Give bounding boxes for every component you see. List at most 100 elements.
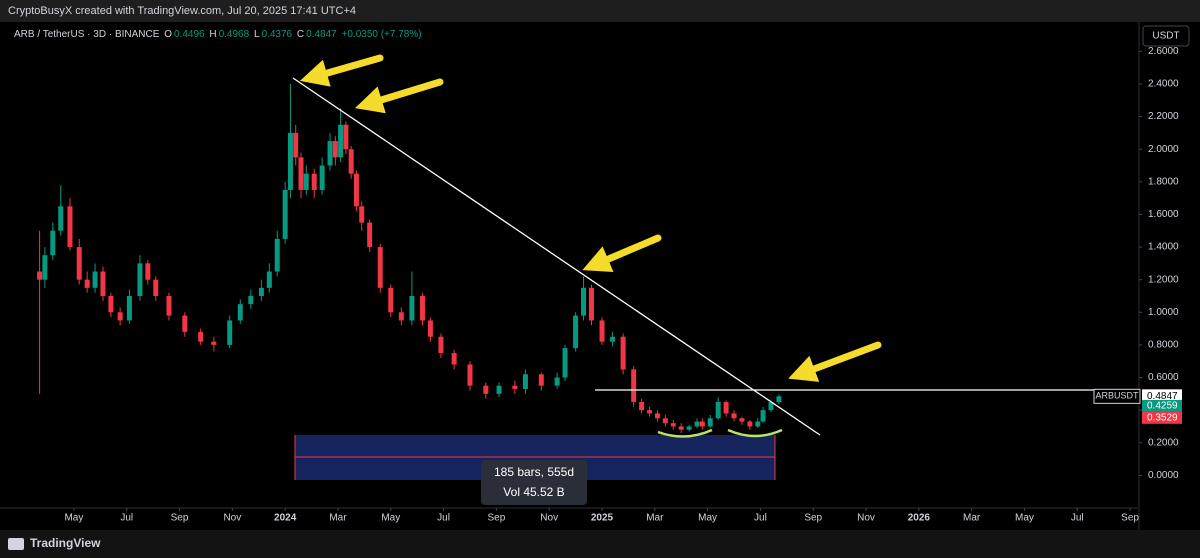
candle-body [198,331,204,342]
x-tick-label: Sep [1121,513,1139,524]
x-tick-label: May [1015,513,1034,524]
candle-body [581,287,587,316]
l-key: L [253,29,260,40]
x-tick-label: Mar [646,513,664,524]
y-tick-label: 2.0000 [1148,144,1179,155]
candle-body [145,263,151,280]
o-key: O [164,29,172,40]
x-tick-label: Sep [487,513,505,524]
candle-body [670,423,676,427]
candle-body [647,410,653,414]
candle-body [483,385,489,394]
candle-body [92,271,98,288]
x-tick-label: Jul [754,513,767,524]
candle-body [211,341,217,345]
candle-body [338,124,344,158]
y-tick-label: 0.6000 [1148,372,1179,383]
candle-body [377,247,383,288]
price-marker: 0.3529 [1147,412,1178,423]
candle-body [227,320,233,345]
candle-body [311,173,317,190]
range-volume: Vol 45.52 B [503,485,564,499]
currency-button[interactable] [1142,25,1190,47]
range-tooltip [481,460,587,505]
x-tick-label: Jul [1071,513,1084,524]
y-tick-label: 0.2000 [1148,437,1179,448]
candle-body [353,173,359,207]
candle-body [739,418,745,422]
arrow [354,78,444,114]
price-marker-box [1142,399,1182,412]
candle-body [282,189,288,239]
x-tick-label: May [698,513,717,524]
candle-body [303,173,309,190]
arrow [582,234,662,273]
candle-body [266,271,272,288]
x-tick-label: Sep [171,513,189,524]
c-key: C [296,29,305,40]
x-tick-label: Nov [540,513,558,524]
candle-body [409,295,415,321]
candle-body [126,295,132,321]
brand: TradingView [30,536,101,550]
x-tick-label: Sep [804,513,822,524]
currency[interactable]: USDT [1152,31,1179,42]
candle-body [37,271,43,280]
candle-body [332,141,338,158]
x-tick-label: Nov [857,513,875,524]
candle-body [707,418,713,427]
candle-body [287,132,293,190]
candle-body [694,421,700,427]
candle-body [760,410,766,422]
candle-body [496,385,502,394]
candle-body [293,132,299,158]
credit: CryptoBusyX created with TradingView.com… [8,5,356,17]
candle-body [620,336,626,370]
x-tick-label: Jul [437,513,450,524]
o-value: 0.4496 [173,29,205,40]
candle-body [639,401,645,411]
candle-body [699,421,705,427]
candle-body [359,206,365,223]
y-tick-label: 1.2000 [1148,274,1179,285]
last-price-box [1142,389,1182,404]
y-tick-label: 1.0000 [1148,307,1179,318]
range-bars: 185 bars, 555d [494,465,574,479]
ticker-box [1093,388,1141,404]
candle-body [298,157,304,190]
candle-body [731,413,737,419]
candle-body [274,238,280,272]
candle-body [153,279,159,296]
x-tick-label: May [381,513,400,524]
candle-body [343,124,349,150]
candle-body [755,421,761,427]
candle-body [348,149,354,174]
y-tick-label: 0.8000 [1148,340,1179,351]
candle-body [108,295,114,313]
candle-body [747,421,753,427]
trend-line [292,77,821,436]
candle-body [166,295,172,316]
last-price: 0.4847 [1147,391,1178,402]
price-marker: 0.4259 [1147,401,1178,412]
candle-body [538,374,544,386]
top-bar [0,0,1200,22]
candle-body [58,206,64,231]
candle-body [427,320,433,337]
candle-body [76,247,82,280]
arrow [299,54,384,87]
y-tick-label: 2.2000 [1148,111,1179,122]
candle-body [512,385,518,389]
candle-body [137,263,143,296]
candle-body [258,287,264,296]
footer-bar [0,530,1200,558]
arrow [788,341,882,382]
ticker-label: ARBUSDT [1095,391,1139,401]
candle-body [84,279,90,288]
candle-body [610,336,616,342]
candle-body [599,320,605,342]
candle-body [573,315,579,349]
candle-body [554,377,560,386]
